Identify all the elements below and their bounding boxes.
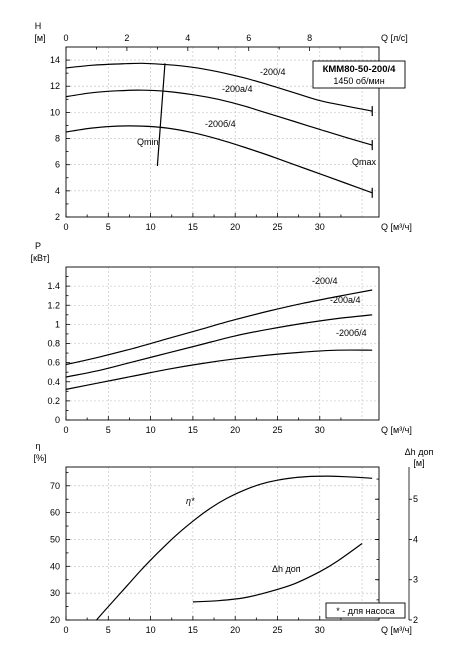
x-tick-label: 25 [272,625,282,635]
x-tick-label: 0 [63,222,68,232]
qmin-line [156,63,166,167]
title-box-line-2: 1450 об/мин [333,76,384,86]
y-tick-label: 14 [50,55,60,65]
y-axis-label: P [35,241,41,251]
y-axis-label: η [35,441,40,451]
series-label: -200/4 [260,67,286,77]
x-tick-label: 15 [188,222,198,232]
y-tick-label: 12 [50,81,60,91]
y-tick-label: 1 [55,319,60,329]
x2-tick-label: 2 [124,33,129,43]
y-tick-label: 1.2 [47,300,60,310]
power-curve [65,349,373,390]
note-box [325,602,406,619]
power-curve [65,289,373,366]
title-box [312,60,406,89]
npsh-curve [192,543,363,603]
title-box-line-1: КММ80-50-200/4 [323,64,397,75]
x2-tick-label: 6 [246,33,251,43]
x-tick-label: 25 [272,222,282,232]
y2-axis-unit: [м] [413,458,424,468]
x-tick-label: 20 [230,625,240,635]
y-axis-unit: [м] [34,33,45,43]
y-tick-label: 1.4 [47,281,60,291]
x-tick-label: 30 [315,625,325,635]
x2-tick-label: 4 [185,33,190,43]
power-curve [65,314,373,378]
y-tick-label: 30 [50,588,60,598]
x-tick-label: 5 [106,222,111,232]
x-axis-label: Q [м³/ч] [381,425,412,435]
y2-tick-label: 4 [413,534,418,544]
y-tick-label: 60 [50,508,60,518]
efficiency-npsh-chart: 0 5 10 15 20 25 30 Q [м³/ч] 20 30 40 50 60 70 η [%] 2 3 4 5… [33,441,433,635]
y-tick-label: 0.4 [47,377,60,387]
y-tick-label: 70 [50,481,60,491]
qmin-label: Qmin [137,137,159,147]
plot-frame [65,466,380,621]
x-tick-label: 0 [63,425,68,435]
qmax-label: Qmax [352,157,377,167]
y-tick-label: 8 [55,134,60,144]
series-label: -200б/4 [336,328,367,338]
series-label: -200a/4 [222,84,253,94]
head-curve [65,125,373,194]
x-tick-label: 10 [146,625,156,635]
efficiency-label: η* [186,496,195,506]
x2-axis-label: Q [л/с] [381,33,408,43]
x-tick-label: 20 [230,222,240,232]
x-tick-label: 5 [106,425,111,435]
x-tick-label: 10 [146,425,156,435]
y-tick-label: 4 [55,186,60,196]
y-axis-unit: [%] [33,453,46,463]
x-tick-label: 10 [146,222,156,232]
power-curve-chart: 0 5 10 15 20 25 30 Q [м³/ч] 0 0.2 0.4 0.6 0.8 1 1.2 1.4… [31,241,412,435]
npsh-label: Δh доп [272,564,301,574]
x-tick-label: 15 [188,625,198,635]
x-axis-label: Q [м³/ч] [381,625,412,635]
y-tick-label: 0 [55,415,60,425]
x-tick-label: 30 [315,222,325,232]
y-axis-label: H [35,21,42,31]
x-tick-label: 0 [63,625,68,635]
efficiency-curve [96,475,373,621]
y-tick-label: 10 [50,107,60,117]
series-label: -200/4 [312,276,338,286]
head-curve [65,89,373,146]
y-tick-label: 0.6 [47,358,60,368]
x-tick-label: 5 [106,625,111,635]
series-label: -200б/4 [205,119,236,129]
x-axis-label: Q [м³/ч] [381,222,412,232]
y-tick-label: 6 [55,160,60,170]
y2-tick-label: 3 [413,575,418,585]
y-tick-label: 2 [55,212,60,222]
y-axis-unit: [кВт] [31,253,50,263]
y-tick-label: 20 [50,615,60,625]
x-tick-label: 15 [188,425,198,435]
y-tick-label: 0.2 [47,396,60,406]
x-tick-label: 30 [315,425,325,435]
y-tick-label: 50 [50,534,60,544]
x2-tick-label: 0 [63,33,68,43]
y-tick-label: 0.8 [47,339,60,349]
x-tick-label: 25 [272,425,282,435]
series-label: -200a/4 [330,295,361,305]
x2-tick-label: 8 [307,33,312,43]
y2-axis-label: Δh доп [405,447,434,457]
y-tick-label: 40 [50,561,60,571]
head-curve [65,62,373,112]
y2-tick-label: 5 [413,494,418,504]
x-tick-label: 20 [230,425,240,435]
note-text: * - для насоса [336,606,394,616]
y2-tick-label: 2 [413,615,418,625]
